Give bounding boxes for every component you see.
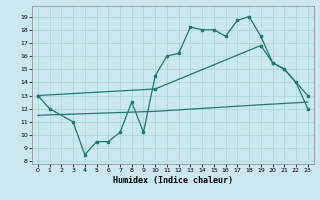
X-axis label: Humidex (Indice chaleur): Humidex (Indice chaleur) (113, 176, 233, 185)
